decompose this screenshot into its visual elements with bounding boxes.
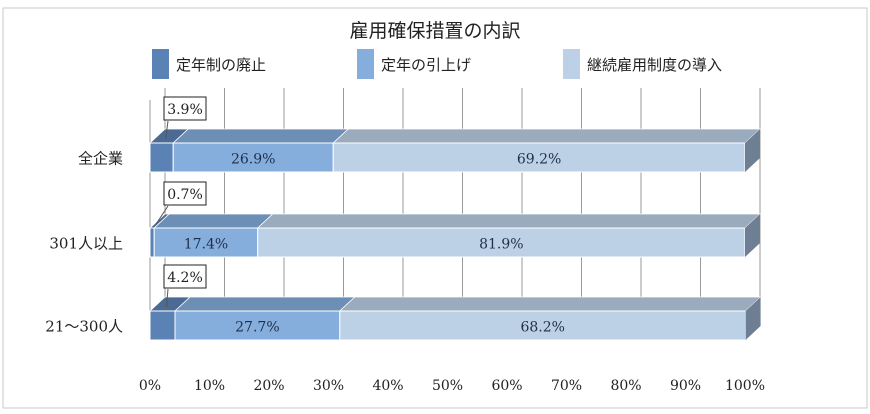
x-tick-label: 100% xyxy=(725,378,765,394)
data-label-leader xyxy=(155,205,169,225)
x-tick-label: 70% xyxy=(551,378,582,394)
x-tick-label: 0% xyxy=(139,378,161,394)
y-category-label: 301人以上 xyxy=(49,235,123,253)
chart-title: 雇用確保措置の内訳 xyxy=(349,20,520,42)
legend-swatch xyxy=(563,49,580,79)
bar-segment-top xyxy=(173,296,356,312)
data-label: 27.7% xyxy=(235,320,279,336)
legend-label: 継続雇用制度の導入 xyxy=(587,56,722,74)
data-label-leader xyxy=(165,288,169,308)
x-tick-label: 40% xyxy=(372,378,403,394)
data-label-leader xyxy=(165,120,169,140)
bar-side xyxy=(745,297,761,340)
x-tick-label: 60% xyxy=(491,378,522,394)
x-tick-label: 30% xyxy=(313,378,344,394)
x-tick-label: 90% xyxy=(670,378,701,394)
chart-frame xyxy=(2,7,868,409)
bar-segment xyxy=(149,227,155,258)
bar-segment xyxy=(339,310,747,341)
bar-segment xyxy=(332,142,746,173)
y-category-label: 全企業 xyxy=(78,150,123,168)
bar-segment xyxy=(153,227,259,258)
y-category-label: 21〜300人 xyxy=(45,318,123,336)
legend-swatch xyxy=(357,49,374,79)
data-label: 0.7% xyxy=(167,187,203,203)
bar-segment xyxy=(149,310,176,341)
data-label-box xyxy=(163,181,207,206)
bar-segment-top xyxy=(338,296,762,312)
data-label: 17.4% xyxy=(184,237,228,253)
legend-swatch xyxy=(152,49,169,79)
data-label-box xyxy=(163,96,207,121)
bar-side xyxy=(745,129,760,172)
bar-segment-top xyxy=(153,213,274,229)
data-label: 69.2% xyxy=(517,152,561,168)
x-tick-label: 50% xyxy=(432,378,463,394)
data-label: 4.2% xyxy=(167,270,203,286)
bar-segment-top xyxy=(256,213,762,229)
bar-side xyxy=(745,214,760,257)
bar-segment-top xyxy=(172,128,350,144)
legend-label: 定年の引上げ xyxy=(381,56,471,74)
bar-segment xyxy=(149,142,174,173)
x-tick-label: 20% xyxy=(253,378,284,394)
x-tick-label: 10% xyxy=(194,378,225,394)
legend-label: 定年制の廃止 xyxy=(176,56,266,74)
data-label: 3.9% xyxy=(167,102,203,118)
data-label: 68.2% xyxy=(520,320,564,336)
data-label: 26.9% xyxy=(231,152,275,168)
bar-segment xyxy=(174,310,341,341)
data-label-box xyxy=(163,264,207,289)
x-tick-label: 80% xyxy=(610,378,641,394)
data-label: 81.9% xyxy=(479,237,523,253)
bar-segment-top xyxy=(332,128,762,144)
